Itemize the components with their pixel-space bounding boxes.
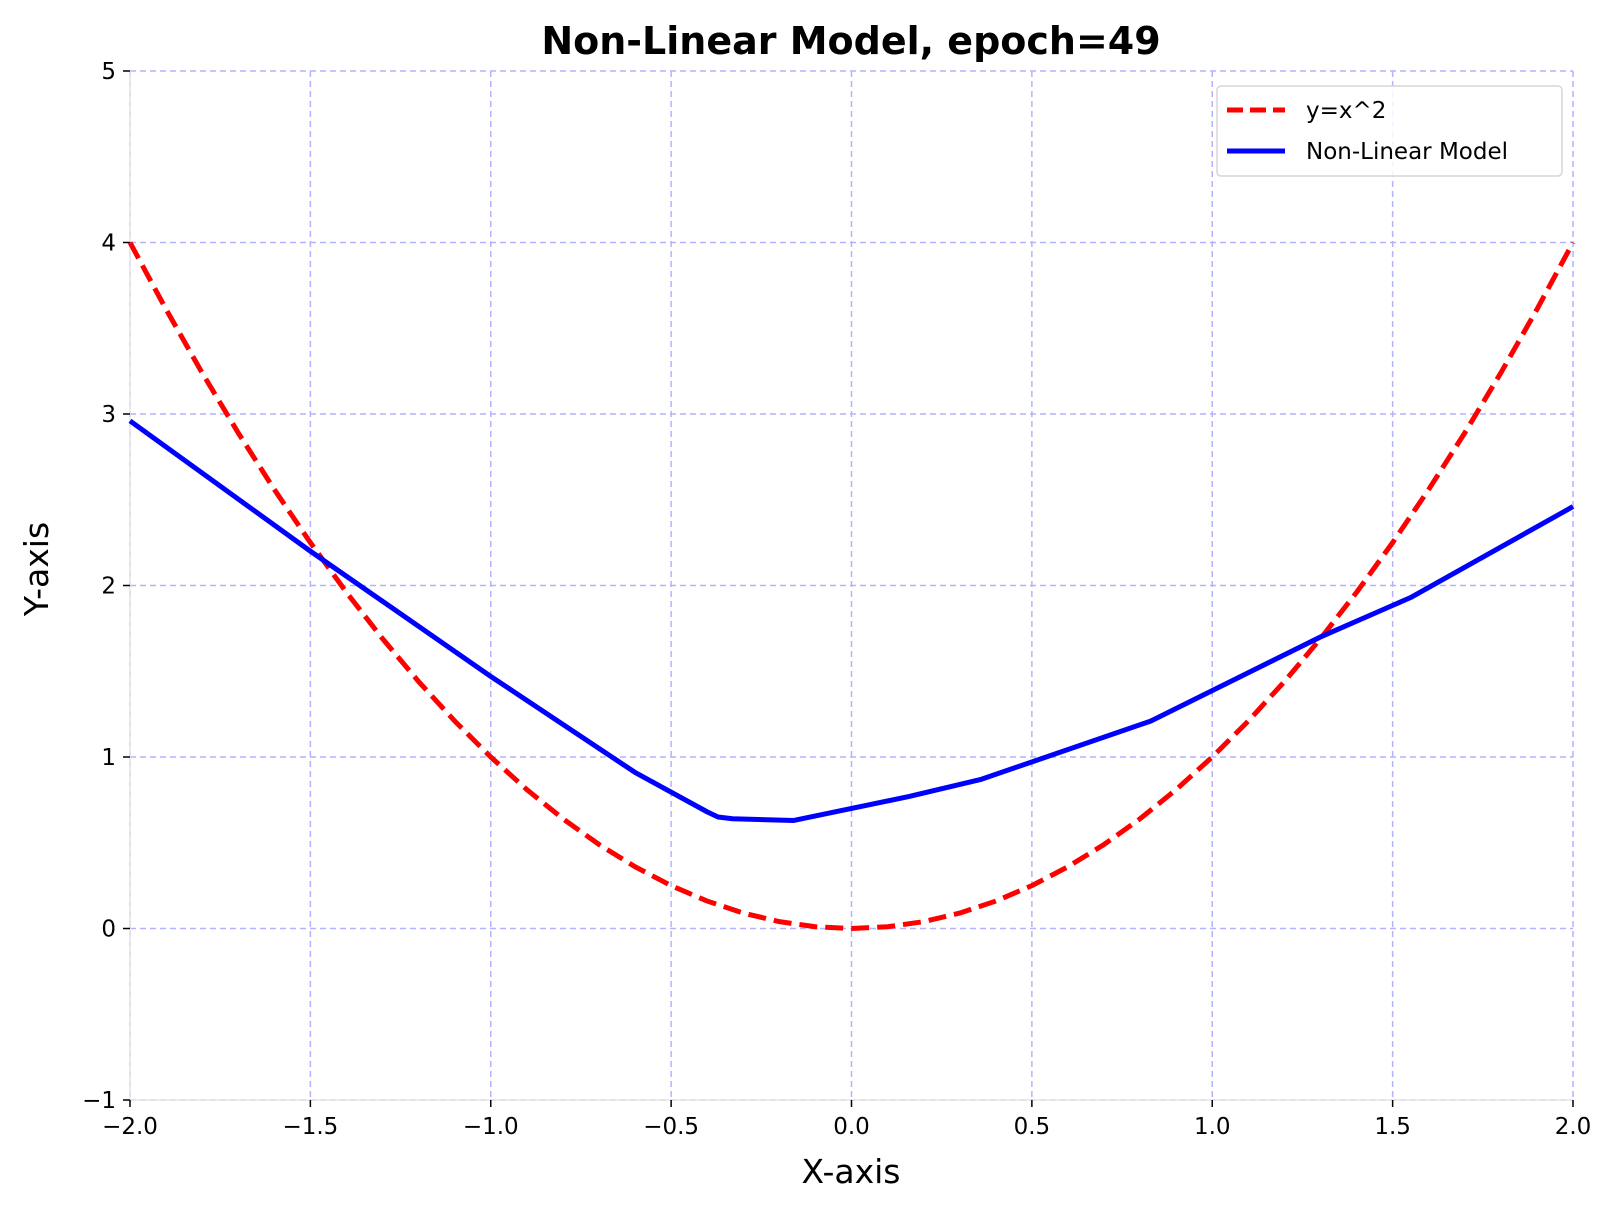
x-tick-label-8: 2.0 bbox=[1555, 1114, 1592, 1140]
y-tick-label-6: 5 bbox=[101, 59, 116, 85]
series-line-1 bbox=[127, 241, 1576, 931]
y-axis-label: Y-axis bbox=[17, 522, 56, 617]
legend-box bbox=[1216, 85, 1563, 177]
y-tick-label-1: 0 bbox=[101, 917, 116, 943]
x-tick-label-1: −1.5 bbox=[282, 1114, 338, 1140]
series-lines bbox=[127, 241, 1576, 931]
legend-label-series-2: Non-Linear Model bbox=[1306, 139, 1508, 165]
legend: y=x^2 Non-Linear Model bbox=[1216, 85, 1563, 177]
y-tick-label-5: 4 bbox=[101, 231, 116, 257]
tick-labels: −2.0 −1.5 −1.0 −0.5 0.0 0.5 1.0 1.5 2.0 −1 0 1 2 3 4 5 bbox=[82, 59, 1591, 1140]
y-tick-label-4: 3 bbox=[101, 402, 116, 428]
chart-title: Non-Linear Model, epoch=49 bbox=[541, 19, 1160, 63]
x-tick-label-7: 1.5 bbox=[1374, 1114, 1411, 1140]
y-tick-label-3: 2 bbox=[101, 574, 116, 600]
x-axis-label: X-axis bbox=[802, 1152, 901, 1191]
x-tick-label-6: 1.0 bbox=[1194, 1114, 1231, 1140]
x-tick-label-4: 0.0 bbox=[833, 1114, 870, 1140]
x-tick-label-2: −1.0 bbox=[463, 1114, 519, 1140]
y-tick-label-0: −1 bbox=[82, 1088, 116, 1114]
series-line-2 bbox=[128, 418, 1575, 823]
legend-label-series-1: y=x^2 bbox=[1306, 98, 1386, 124]
y-tick-label-2: 1 bbox=[101, 745, 116, 771]
x-tick-label-3: −0.5 bbox=[643, 1114, 699, 1140]
x-tick-label-0: −2.0 bbox=[102, 1114, 158, 1140]
x-tick-label-5: 0.5 bbox=[1014, 1114, 1051, 1140]
